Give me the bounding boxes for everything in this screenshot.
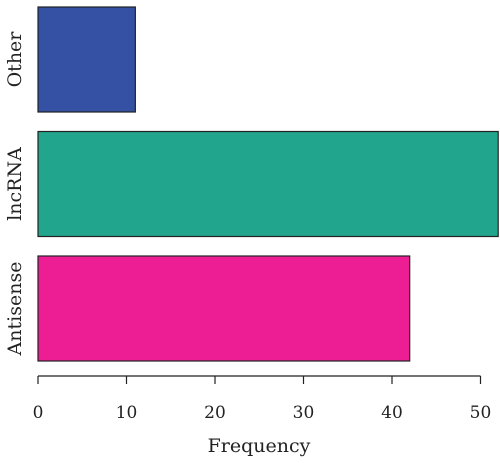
bars-group <box>37 6 499 362</box>
x-tick-label-40: 40 <box>381 403 403 423</box>
x-tick-label-20: 20 <box>204 403 226 423</box>
bar-antisense <box>37 255 411 362</box>
x-tick-label-0: 0 <box>33 403 44 423</box>
x-tick-label-10: 10 <box>116 403 138 423</box>
bar-lncrna <box>37 130 499 238</box>
x-tick-label-50: 50 <box>470 403 492 423</box>
category-labels: Antisense lncRNA Other <box>4 31 26 357</box>
bar-other <box>37 6 136 113</box>
category-label-other: Other <box>4 31 26 88</box>
category-label-antisense: Antisense <box>4 262 26 357</box>
x-axis-title: Frequency <box>208 435 311 457</box>
x-tick-label-30: 30 <box>293 403 315 423</box>
x-axis: 0 10 20 30 40 50 <box>33 375 492 423</box>
category-label-lncrna: lncRNA <box>4 147 26 221</box>
